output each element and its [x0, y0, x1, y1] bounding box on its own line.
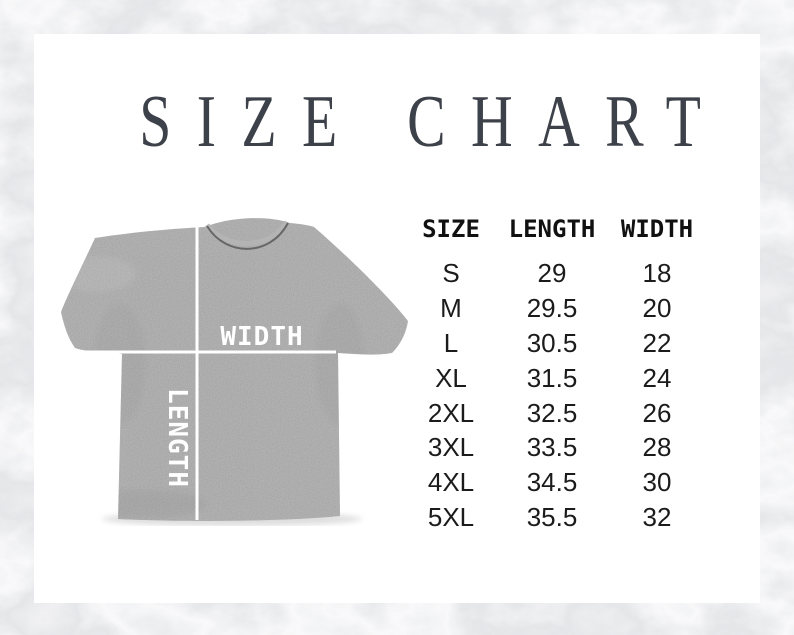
size-table-body: S 29 18 M 29.5 20 L 30.5 22 XL 31.5 24 2…	[404, 256, 708, 535]
table-row: 2XL 32.5 26	[404, 396, 708, 431]
size-cell: S	[442, 258, 460, 288]
column-header-width: WIDTH	[620, 215, 694, 243]
width-cell: 24	[642, 362, 672, 393]
size-table: SIZE LENGTH WIDTH S 29 18 M 29.5 20 L 30…	[404, 214, 708, 535]
length-cell: 32.5	[526, 397, 578, 428]
length-cell: 33.5	[526, 432, 578, 463]
tshirt-graphic: WIDTH LENGTH	[61, 218, 408, 526]
size-cell: 4XL	[427, 467, 475, 498]
width-cell: 32	[642, 502, 672, 533]
length-cell: 29	[537, 258, 567, 288]
width-cell: 22	[642, 327, 672, 358]
size-cell: XL	[435, 362, 467, 393]
width-cell: 20	[642, 292, 672, 323]
table-row: 5XL 35.5 32	[404, 500, 708, 535]
length-cell: 31.5	[526, 362, 578, 393]
page-title: SIZE CHART	[139, 81, 727, 163]
size-cell: 3XL	[427, 432, 475, 463]
length-cell: 34.5	[526, 467, 578, 498]
table-row: 3XL 33.5 28	[404, 430, 708, 465]
width-cell: 30	[642, 467, 672, 498]
width-cell: 18	[642, 258, 672, 288]
length-cell: 29.5	[526, 292, 578, 323]
shirt-fabric-texture	[61, 218, 408, 521]
size-chart-card: SIZE CHART	[34, 34, 760, 603]
table-row: L 30.5 22	[404, 326, 708, 361]
shirt-collar	[205, 220, 290, 250]
size-table-header: SIZE LENGTH WIDTH	[404, 214, 708, 244]
width-cell: 28	[642, 432, 672, 463]
size-cell: 2XL	[427, 397, 475, 428]
table-row: M 29.5 20	[404, 291, 708, 326]
width-label: WIDTH	[220, 322, 303, 352]
size-cell: 5XL	[427, 502, 475, 533]
table-row: 4XL 34.5 30	[404, 465, 708, 500]
size-cell: M	[440, 292, 462, 323]
table-row: XL 31.5 24	[404, 361, 708, 396]
column-header-length: LENGTH	[508, 215, 596, 243]
length-label: LENGTH	[162, 388, 192, 488]
column-header-size: SIZE	[422, 215, 480, 243]
width-cell: 26	[642, 397, 672, 428]
size-cell: L	[443, 327, 459, 358]
length-cell: 30.5	[526, 327, 578, 358]
length-cell: 35.5	[526, 502, 578, 533]
table-row: S 29 18	[404, 256, 708, 291]
